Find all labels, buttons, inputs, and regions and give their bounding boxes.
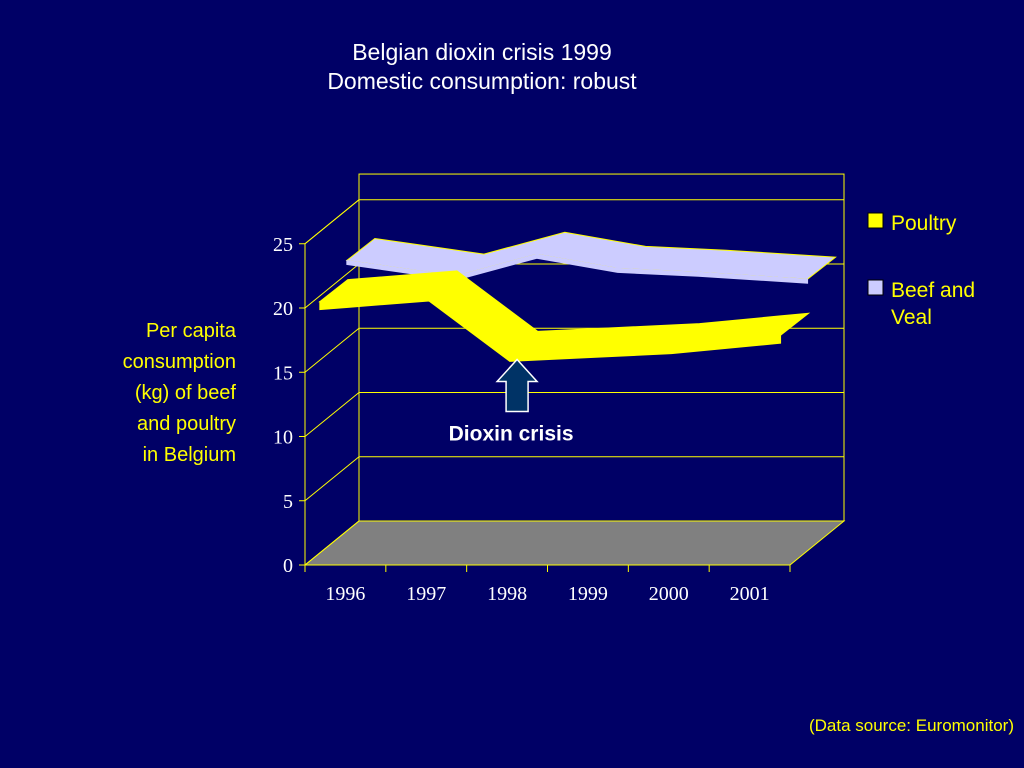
x-tick-label: 1998 bbox=[487, 583, 527, 605]
beef-veal-series-point bbox=[373, 263, 377, 267]
y-axis-label-line: and poultry bbox=[137, 413, 236, 435]
data-source-note: (Data source: Euromonitor) bbox=[808, 716, 1014, 735]
chart-title: Belgian dioxin crisis 1999 Domestic cons… bbox=[232, 38, 732, 96]
y-tick-label: 5 bbox=[283, 491, 293, 513]
poultry-series-front bbox=[319, 292, 782, 362]
y-tick-label: 0 bbox=[283, 555, 293, 577]
x-tick-label: 2001 bbox=[730, 583, 770, 605]
annotation-label: Dioxin crisis bbox=[449, 423, 574, 446]
y-tick-label: 15 bbox=[273, 362, 293, 384]
y-axis-label-line: in Belgium bbox=[142, 444, 236, 466]
legend-swatch-poultry bbox=[867, 212, 884, 229]
chart-title-line-2: Domestic consumption: robust bbox=[327, 68, 637, 94]
beef-veal-series-point bbox=[696, 270, 700, 274]
side-wall-gridline bbox=[304, 327, 360, 373]
poultry-series-point bbox=[346, 297, 350, 301]
side-wall-gridline bbox=[304, 392, 360, 437]
y-axis-label-line: consumption bbox=[122, 351, 236, 373]
x-tick-label: 1996 bbox=[325, 583, 365, 605]
beef-veal-series-point bbox=[777, 275, 781, 279]
poultry-series-point bbox=[427, 291, 431, 295]
side-wall-gridline bbox=[304, 456, 360, 502]
legend-label-poultry: Poultry bbox=[891, 212, 957, 235]
y-tick-label: 25 bbox=[273, 234, 293, 256]
poultry-series-point bbox=[508, 351, 512, 355]
poultry-series-point bbox=[589, 347, 593, 351]
poultry-series-point bbox=[669, 344, 673, 348]
legend-swatch-beef-veal bbox=[867, 279, 884, 296]
legend-label-beef-veal: Veal bbox=[891, 306, 932, 329]
legend-label-beef-veal: Beef and bbox=[891, 279, 975, 302]
side-wall-gridline bbox=[304, 520, 360, 566]
y-axis-label: Per capita consumption (kg) of beef and … bbox=[76, 316, 236, 471]
x-tick-label: 2000 bbox=[649, 583, 689, 605]
poultry-series-point bbox=[750, 336, 754, 340]
y-axis-label-line: Per capita bbox=[145, 320, 236, 342]
beef-veal-series-point bbox=[616, 266, 620, 270]
side-wall-gridline bbox=[304, 263, 360, 309]
x-tick-label: 1999 bbox=[568, 583, 608, 605]
beef-veal-series-point bbox=[535, 252, 539, 256]
x-tick-label: 1997 bbox=[406, 583, 446, 605]
y-tick-label: 10 bbox=[273, 427, 293, 449]
chart-floor bbox=[303, 520, 846, 566]
chart-title-line-1: Belgian dioxin crisis 1999 bbox=[352, 39, 612, 65]
annotation-arrow bbox=[495, 358, 539, 413]
y-tick-label: 20 bbox=[273, 298, 293, 320]
y-axis-label-line: (kg) of beef bbox=[134, 382, 236, 404]
side-wall-edge bbox=[304, 199, 360, 245]
